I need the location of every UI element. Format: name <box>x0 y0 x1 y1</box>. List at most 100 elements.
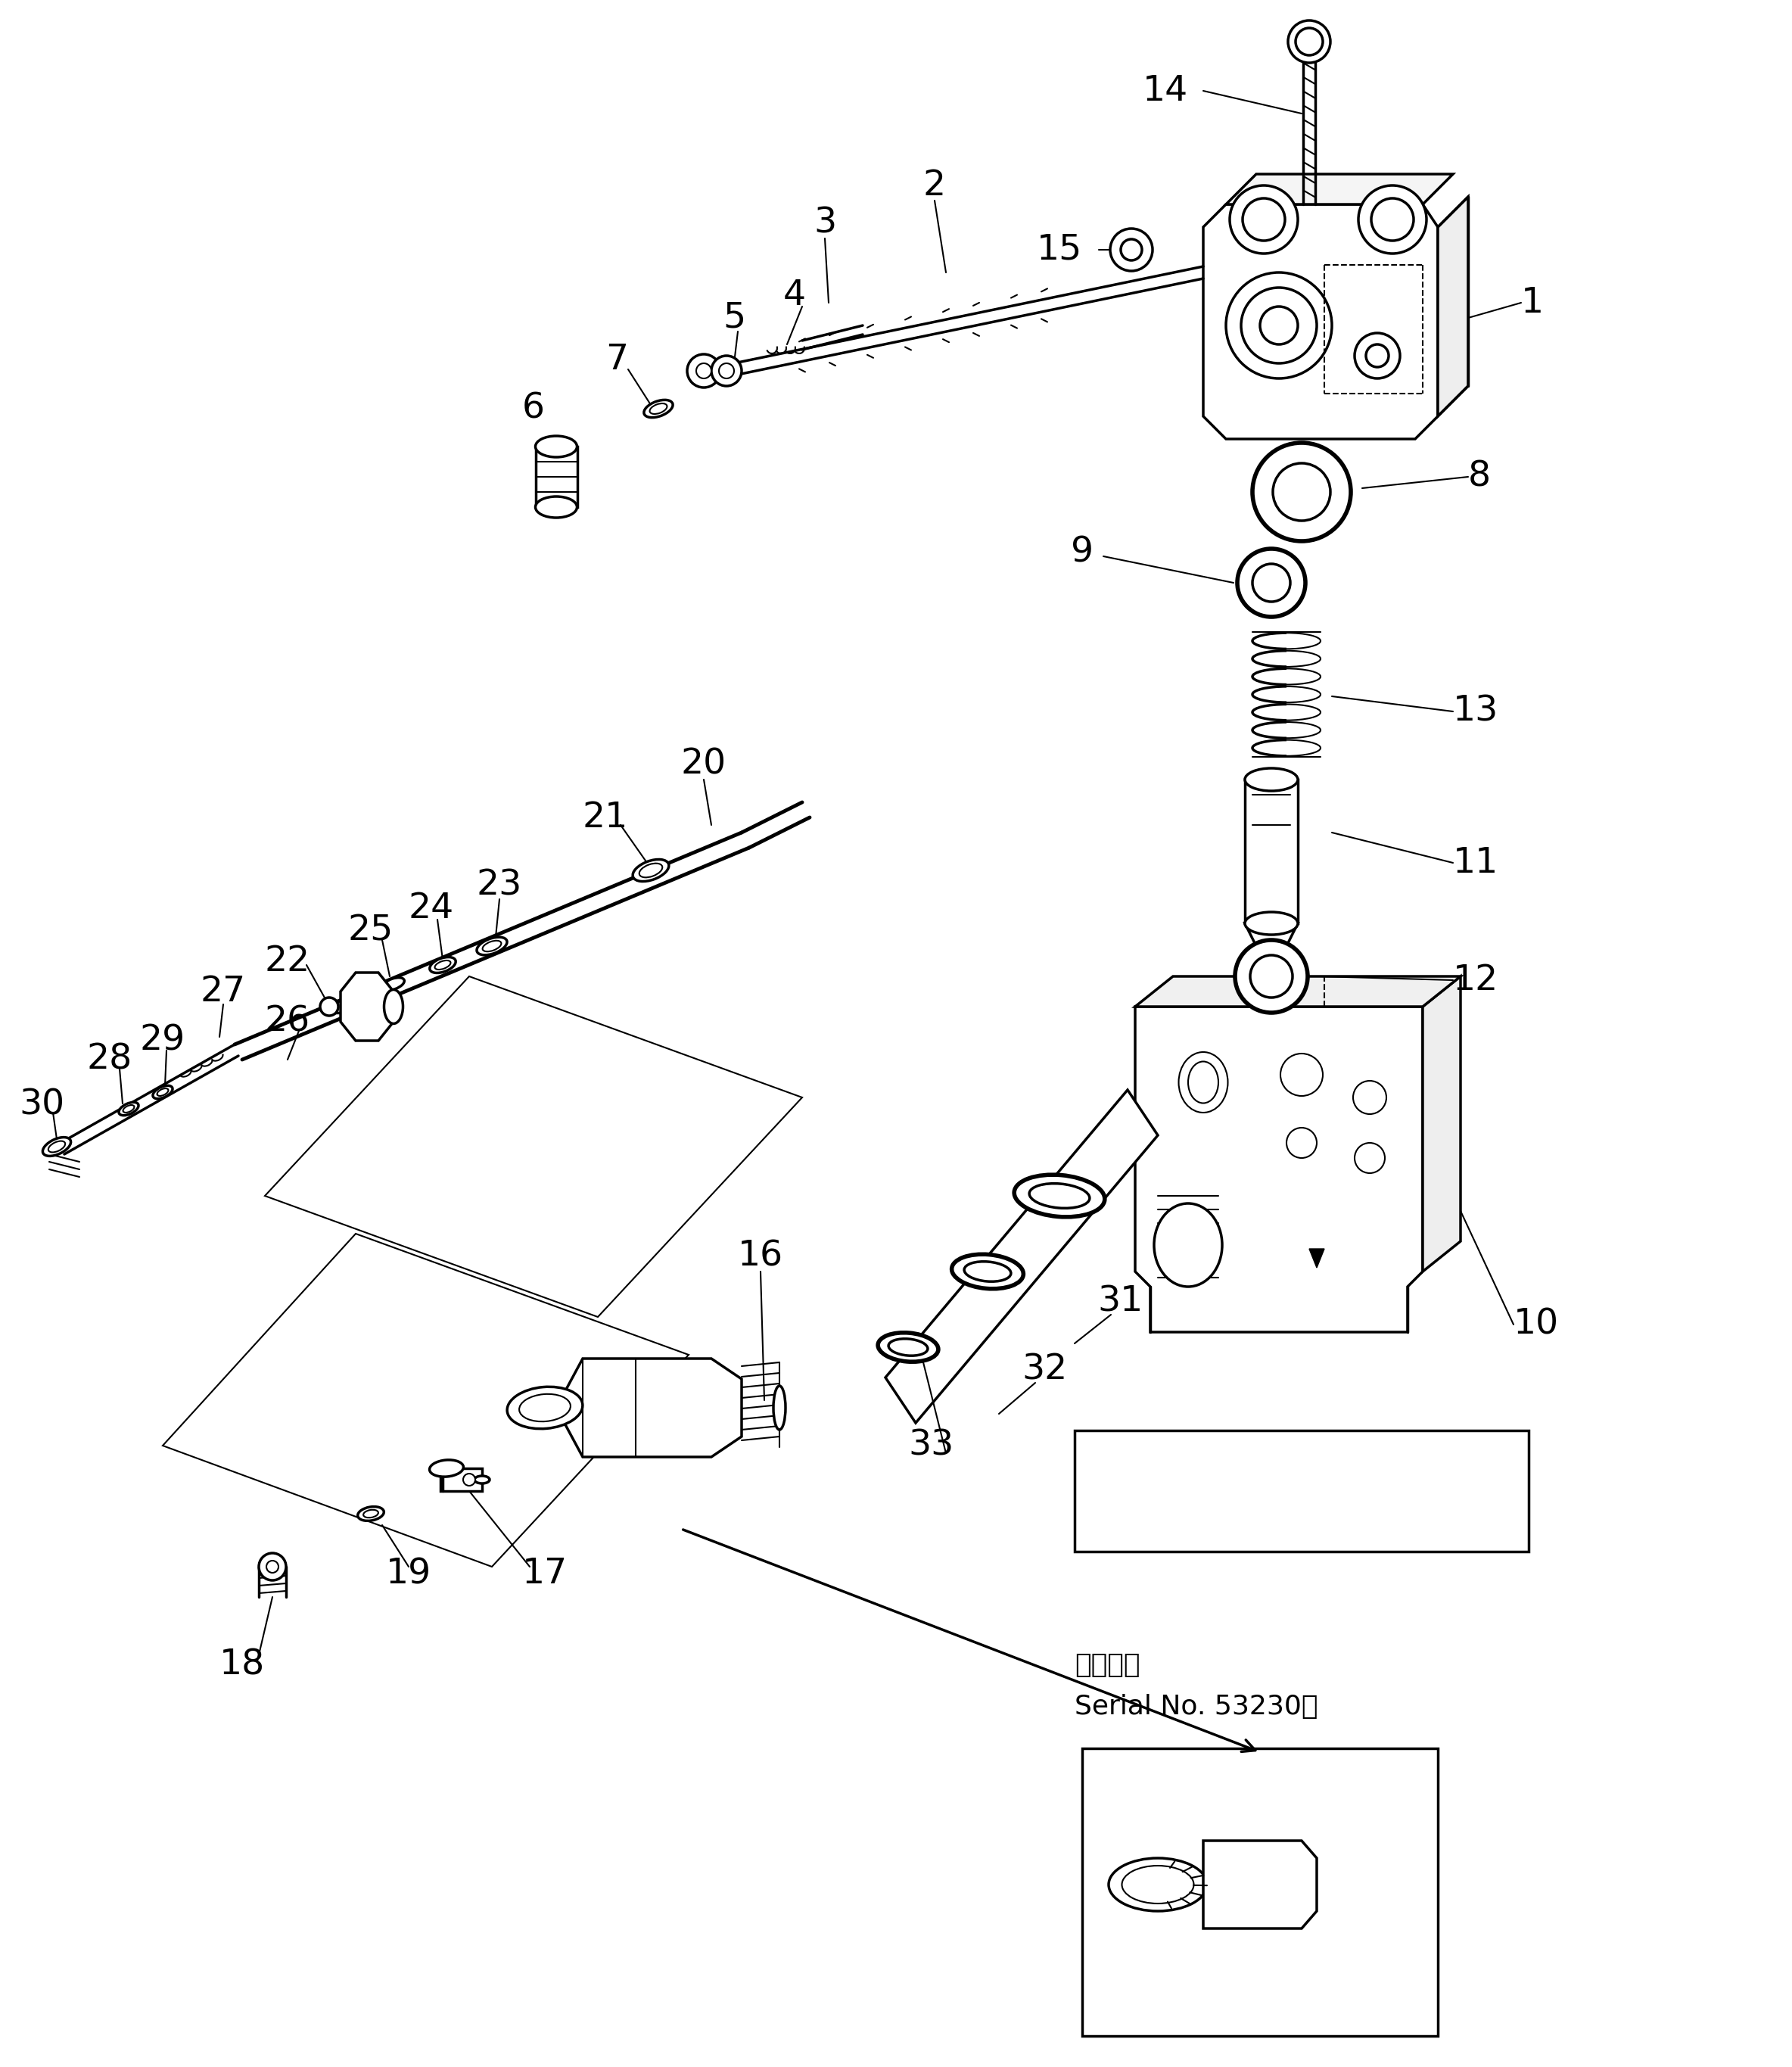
Polygon shape <box>1310 1248 1324 1267</box>
Circle shape <box>1366 345 1389 368</box>
Text: 15: 15 <box>1036 234 1082 267</box>
Ellipse shape <box>1245 769 1297 792</box>
Text: 17: 17 <box>521 1556 568 1592</box>
Ellipse shape <box>118 1102 138 1116</box>
Polygon shape <box>1134 1007 1423 1331</box>
Circle shape <box>1355 333 1400 378</box>
Text: 32: 32 <box>1021 1354 1066 1387</box>
Bar <box>1082 1749 1437 2036</box>
Circle shape <box>1253 442 1351 542</box>
Text: 27: 27 <box>201 974 246 1009</box>
Text: 4: 4 <box>783 279 806 312</box>
Text: 25: 25 <box>348 914 394 949</box>
Text: Serial No. 45001～53229: Serial No. 45001～53229 <box>1082 1501 1412 1528</box>
Ellipse shape <box>536 436 577 457</box>
Bar <box>1075 1430 1529 1552</box>
Ellipse shape <box>43 1137 72 1155</box>
Text: 12: 12 <box>1453 963 1498 996</box>
Text: 10: 10 <box>1514 1308 1559 1341</box>
Text: 3: 3 <box>814 207 837 240</box>
Circle shape <box>1371 198 1414 240</box>
Text: 21: 21 <box>582 800 629 835</box>
Ellipse shape <box>536 496 577 517</box>
Ellipse shape <box>1014 1174 1104 1217</box>
Circle shape <box>719 364 735 378</box>
Circle shape <box>1242 287 1317 364</box>
Polygon shape <box>1423 976 1460 1271</box>
Text: 24: 24 <box>409 891 453 926</box>
Text: 1: 1 <box>1521 285 1545 320</box>
Ellipse shape <box>650 403 667 413</box>
Circle shape <box>1251 955 1292 998</box>
Text: 11: 11 <box>1453 845 1498 881</box>
Circle shape <box>1235 940 1308 1013</box>
Ellipse shape <box>1122 1867 1193 1904</box>
Text: 7: 7 <box>606 343 629 376</box>
Text: 19: 19 <box>385 1556 432 1592</box>
Ellipse shape <box>358 1507 383 1521</box>
Polygon shape <box>1226 174 1453 205</box>
Bar <box>536 446 577 506</box>
Circle shape <box>1353 1081 1387 1114</box>
Circle shape <box>1281 1054 1322 1096</box>
Circle shape <box>1296 29 1322 56</box>
Polygon shape <box>1202 1842 1317 1929</box>
Text: 33: 33 <box>909 1428 953 1463</box>
Ellipse shape <box>430 1459 464 1476</box>
Text: Serial No. 53230～: Serial No. 53230～ <box>1075 1693 1317 1720</box>
Ellipse shape <box>430 957 455 974</box>
Text: 28: 28 <box>88 1042 133 1077</box>
Polygon shape <box>1134 976 1460 1007</box>
Ellipse shape <box>1245 912 1297 934</box>
Ellipse shape <box>640 864 663 876</box>
Ellipse shape <box>48 1141 65 1151</box>
Text: 13: 13 <box>1453 695 1498 728</box>
Polygon shape <box>556 1358 742 1457</box>
Text: 適用号機: 適用号機 <box>1082 1451 1147 1478</box>
Ellipse shape <box>1188 1062 1219 1104</box>
Ellipse shape <box>520 1393 570 1422</box>
Ellipse shape <box>1109 1858 1208 1912</box>
Circle shape <box>1260 306 1297 345</box>
Ellipse shape <box>477 936 507 955</box>
Text: 16: 16 <box>1109 1769 1154 1802</box>
Circle shape <box>1236 548 1305 616</box>
Text: 31: 31 <box>1097 1286 1143 1319</box>
Text: 16: 16 <box>738 1240 783 1273</box>
Bar <box>1245 779 1297 924</box>
Text: 29: 29 <box>140 1023 186 1058</box>
Circle shape <box>1358 186 1426 254</box>
Ellipse shape <box>383 978 405 990</box>
Polygon shape <box>885 1089 1158 1422</box>
Polygon shape <box>340 974 394 1040</box>
Text: 30: 30 <box>20 1087 65 1122</box>
Circle shape <box>1120 240 1142 260</box>
Circle shape <box>1288 21 1330 62</box>
Circle shape <box>1355 1143 1385 1174</box>
Ellipse shape <box>475 1476 489 1484</box>
Polygon shape <box>1245 924 1297 953</box>
Circle shape <box>1229 186 1297 254</box>
Ellipse shape <box>964 1261 1011 1282</box>
Ellipse shape <box>878 1333 939 1362</box>
Text: 20: 20 <box>681 748 726 781</box>
Ellipse shape <box>633 860 668 881</box>
Text: 23: 23 <box>477 868 521 903</box>
Bar <box>441 1468 482 1490</box>
Ellipse shape <box>124 1106 134 1112</box>
Ellipse shape <box>774 1385 785 1430</box>
Ellipse shape <box>152 1085 172 1100</box>
Ellipse shape <box>482 940 502 951</box>
Circle shape <box>1272 463 1330 521</box>
Text: 22: 22 <box>265 945 310 978</box>
Ellipse shape <box>1154 1203 1222 1286</box>
Circle shape <box>686 353 720 387</box>
Ellipse shape <box>643 399 672 418</box>
Circle shape <box>462 1474 475 1486</box>
Circle shape <box>1253 564 1290 601</box>
Text: 26: 26 <box>265 1005 310 1040</box>
Text: 8: 8 <box>1468 459 1491 494</box>
Polygon shape <box>1437 196 1468 415</box>
Text: 2: 2 <box>923 167 946 203</box>
Text: 適用号機: 適用号機 <box>1075 1652 1140 1678</box>
